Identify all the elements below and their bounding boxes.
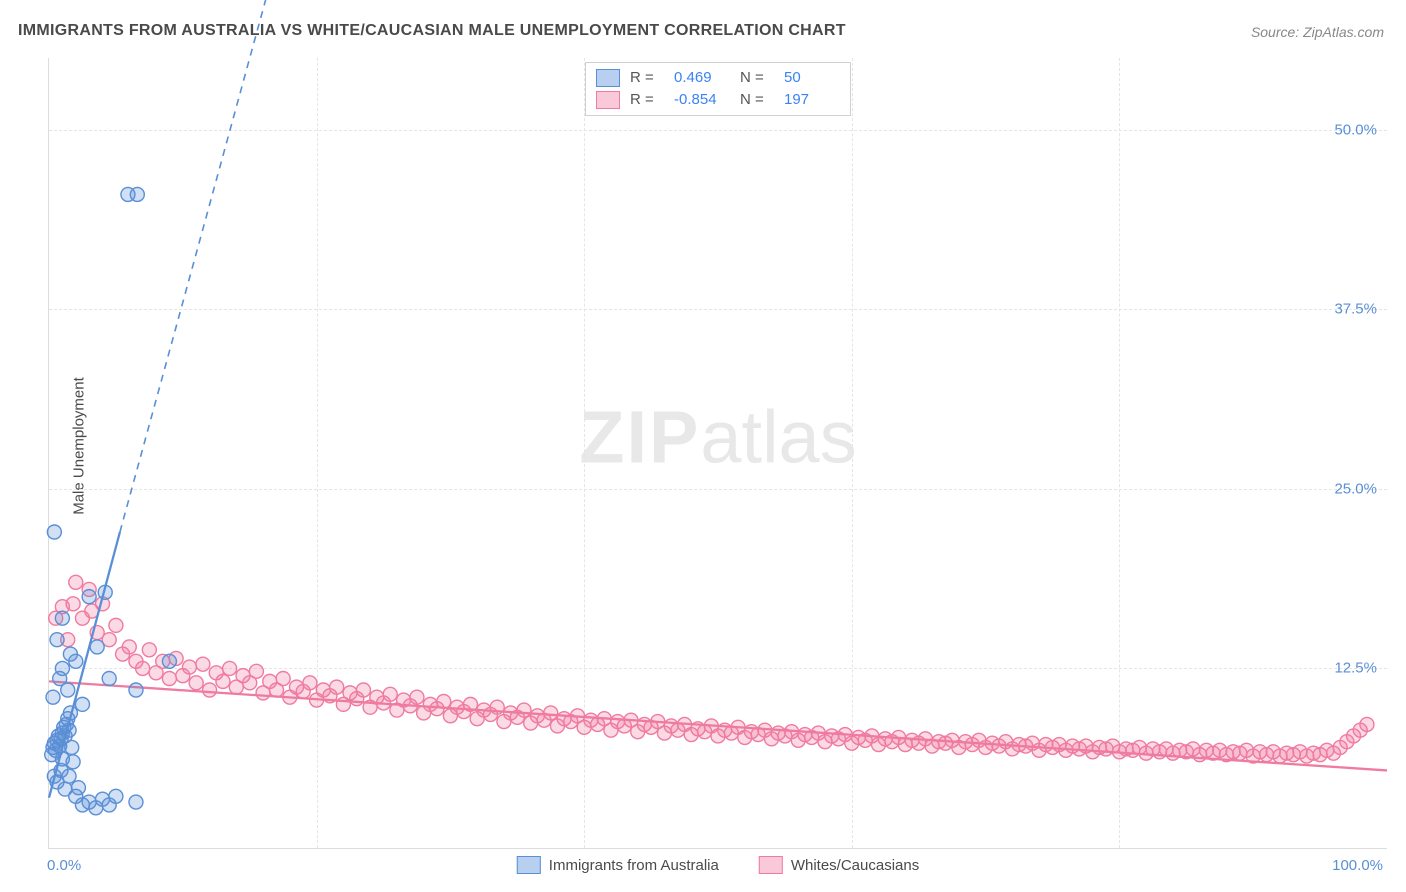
legend-swatch-2 bbox=[759, 856, 783, 874]
x-tick-min: 0.0% bbox=[47, 857, 81, 874]
n-label: N = bbox=[740, 89, 774, 111]
n-label: N = bbox=[740, 67, 774, 89]
legend-swatch-1 bbox=[517, 856, 541, 874]
n-value-1: 50 bbox=[784, 67, 840, 89]
chart-svg bbox=[49, 58, 1387, 848]
plot-area: ZIPatlas 12.5%25.0%37.5%50.0% R = 0.469 … bbox=[48, 58, 1387, 849]
legend-item-2: Whites/Caucasians bbox=[759, 856, 919, 874]
source-attribution: Source: ZipAtlas.com bbox=[1251, 24, 1384, 40]
r-label: R = bbox=[630, 89, 664, 111]
legend-label-2: Whites/Caucasians bbox=[791, 857, 919, 874]
legend-label-1: Immigrants from Australia bbox=[549, 857, 719, 874]
r-value-2: -0.854 bbox=[674, 89, 730, 111]
swatch-series-1 bbox=[596, 69, 620, 87]
correlation-legend: R = 0.469 N = 50 R = -0.854 N = 197 bbox=[585, 62, 851, 116]
chart-title: IMMIGRANTS FROM AUSTRALIA VS WHITE/CAUCA… bbox=[18, 22, 846, 40]
series-legend: Immigrants from Australia Whites/Caucasi… bbox=[517, 856, 919, 874]
correlation-row-2: R = -0.854 N = 197 bbox=[596, 89, 840, 111]
swatch-series-2 bbox=[596, 91, 620, 109]
n-value-2: 197 bbox=[784, 89, 840, 111]
x-tick-max: 100.0% bbox=[1332, 857, 1383, 874]
r-value-1: 0.469 bbox=[674, 67, 730, 89]
legend-item-1: Immigrants from Australia bbox=[517, 856, 719, 874]
r-label: R = bbox=[630, 67, 664, 89]
correlation-row-1: R = 0.469 N = 50 bbox=[596, 67, 840, 89]
